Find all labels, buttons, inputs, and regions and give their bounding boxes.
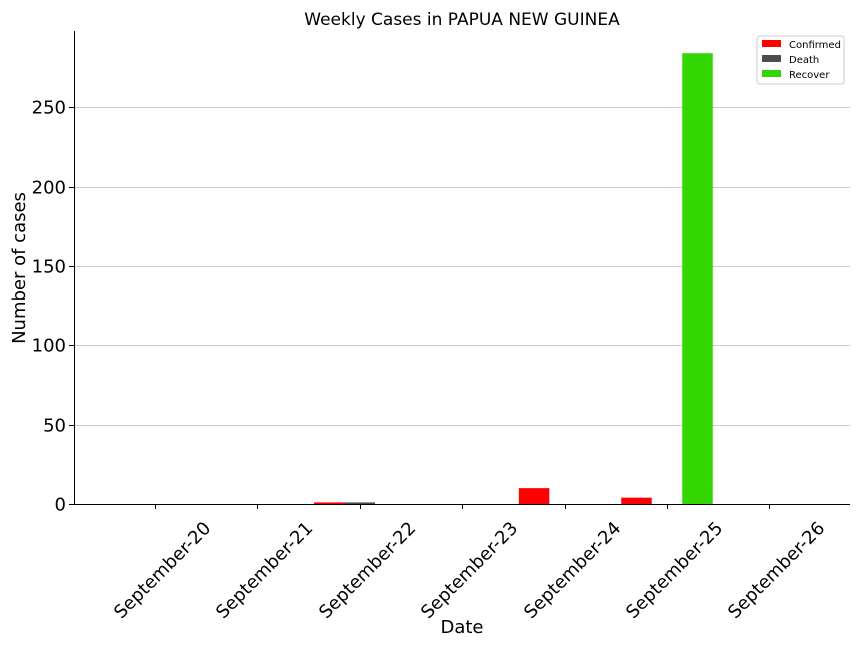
x-tick-label: September-25 [622,518,727,623]
y-tick-label: 150 [32,257,66,278]
legend-label-recover: Recover [789,70,830,81]
axes [74,31,850,505]
x-ticks: September-20September-21September-22Sept… [110,504,829,623]
x-tick-label: September-23 [417,518,522,623]
legend-label-confirmed: Confirmed [789,40,841,51]
x-tick-label: September-20 [110,518,215,623]
y-tick-label: 50 [43,416,66,437]
y-axis-title: Number of cases [9,192,30,344]
legend: Confirmed Death Recover [756,35,845,85]
y-tick-label: 0 [55,495,66,516]
bar-confirmed-september-22 [314,502,345,504]
bar-recover-september-25 [682,53,713,505]
gridlines [74,107,850,426]
chart-title: Weekly Cases in PAPUA NEW GUINEA [304,10,620,30]
x-tick-label: September-21 [212,518,317,623]
x-tick-label: September-26 [724,518,829,623]
legend-swatch-death [762,55,781,62]
y-ticks: 0 50 100 150 200 250 [32,98,74,516]
bar-confirmed-september-24 [518,488,550,504]
x-tick-label: September-22 [315,518,420,623]
legend-swatch-recover [762,70,781,77]
y-tick-label: 200 [32,178,66,199]
bar-confirmed-september-25 [621,497,652,504]
bars [314,53,713,505]
y-tick-label: 100 [32,336,66,357]
x-tick-label: September-24 [520,518,625,623]
bar-death-september-22 [344,502,376,504]
legend-swatch-confirmed [762,40,781,47]
legend-label-death: Death [789,55,819,66]
x-axis-title: Date [440,617,483,638]
y-tick-label: 250 [32,98,66,119]
